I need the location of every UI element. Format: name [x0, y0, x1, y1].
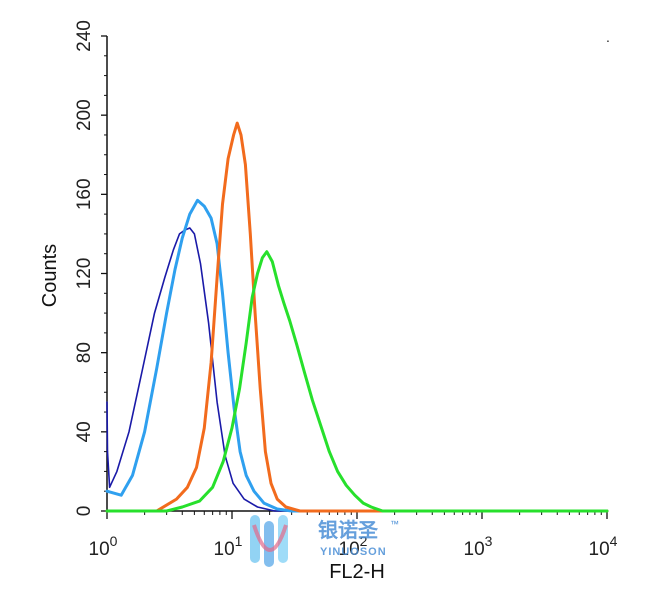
- series-line-3: [105, 121, 609, 513]
- x-tick-label: 104: [589, 533, 618, 560]
- watermark-text-en: YINUOSON: [320, 546, 387, 558]
- corner-mark: .: [606, 29, 610, 45]
- y-tick-label: 40: [74, 421, 95, 442]
- y-tick-label: 0: [74, 506, 95, 517]
- y-tick-label: 200: [74, 99, 95, 131]
- watermark: 银诺圣 YINUOSON ™: [250, 515, 399, 567]
- y-axis-title: Counts: [39, 244, 61, 307]
- watermark-text-cn: 银诺圣: [318, 518, 379, 542]
- watermark-logo-icon: [250, 515, 288, 567]
- y-tick-label: 120: [74, 258, 95, 290]
- series-layer: [105, 121, 609, 513]
- axes: 0 40 80 120 160 200 240 100 101 102 103 104 Counts FL…: [39, 20, 618, 583]
- x-tick-label: 103: [464, 533, 493, 560]
- series-line-2: [105, 198, 609, 513]
- x-tick-label: 101: [214, 533, 243, 560]
- watermark-tm: ™: [390, 519, 399, 529]
- y-tick-label: 240: [74, 20, 95, 52]
- y-tick-label: 80: [74, 342, 95, 363]
- x-tick-label: 100: [89, 533, 118, 560]
- x-tick-label: 102: [339, 533, 368, 560]
- y-tick-label: 160: [74, 178, 95, 210]
- series-line-4: [105, 250, 609, 513]
- x-axis-title: FL2-H: [329, 561, 385, 583]
- series-line-1: [106, 227, 608, 512]
